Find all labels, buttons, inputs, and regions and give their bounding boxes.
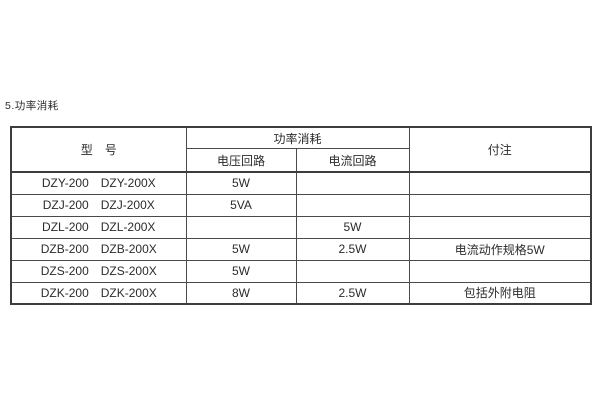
voltage-cell: 5VA xyxy=(185,193,297,217)
model-name: DZB-200 xyxy=(40,242,89,256)
current-cell: 5W xyxy=(295,215,410,239)
model-name-x: DZK-200X xyxy=(100,285,157,300)
model-pair: DZY-200 DZY-200X xyxy=(42,176,156,190)
model-name: DZS-200 xyxy=(40,264,89,278)
model-pair: DZJ-200 DZJ-200X xyxy=(43,198,155,212)
model-cell: DZS-200 DZS-200X xyxy=(10,259,187,283)
model-name-x: DZS-200X xyxy=(100,264,157,278)
table-header: 型 号 功率消耗 付注 电压回路 电流回路 xyxy=(10,126,592,173)
model-name-x: DZY-200X xyxy=(100,176,156,191)
header-row-top: 型 号 功率消耗 付注 xyxy=(10,126,592,173)
voltage-cell: 5W xyxy=(185,171,297,195)
table-row-dzs: DZS-200 DZS-200X 5W xyxy=(10,259,592,283)
current-cell: 2.5W xyxy=(295,281,410,305)
model-pair: DZS-200 DZS-200X xyxy=(41,264,157,278)
model-cell: DZK-200 DZK-200X xyxy=(10,281,187,305)
note-cell xyxy=(408,193,592,217)
voltage-cell: 8W xyxy=(185,281,297,305)
header-row-sub: 电压回路 电流回路 xyxy=(11,148,591,173)
col-header-current-circuit: 电流回路 xyxy=(295,148,410,173)
current-cell xyxy=(295,193,410,217)
model-name: DZJ-200 xyxy=(42,198,89,212)
table-row-dzl: DZL-200 DZL-200X 5W xyxy=(10,215,592,239)
note-cell: 包括外附电阻 xyxy=(408,281,592,305)
model-name: DZK-200 xyxy=(40,285,89,300)
note-cell xyxy=(408,259,592,283)
section-title: 5.功率消耗 xyxy=(5,100,59,112)
power-consumption-table: 型 号 功率消耗 付注 电压回路 电流回路 DZY-200 DZY-200X 5… xyxy=(10,126,593,305)
col-header-power-group: 功率消耗 xyxy=(185,126,410,149)
table-row-dzy: DZY-200 DZY-200X 5W xyxy=(10,171,592,195)
model-name: DZY-200 xyxy=(41,176,89,191)
model-pair: DZK-200 DZK-200X xyxy=(41,286,157,300)
current-cell xyxy=(295,171,410,195)
table-row-dzk: DZK-200 DZK-200X 8W 2.5W 包括外附电阻 xyxy=(10,281,592,305)
table-row-dzb: DZB-200 DZB-200X 5W 2.5W 电流动作规格5W xyxy=(10,237,592,261)
current-cell xyxy=(295,259,410,283)
voltage-cell xyxy=(185,215,297,239)
model-name-x: DZJ-200X xyxy=(100,198,155,212)
model-cell: DZJ-200 DZJ-200X xyxy=(10,193,187,217)
model-cell: DZL-200 DZL-200X xyxy=(10,215,187,239)
col-header-voltage-circuit: 电压回路 xyxy=(185,148,297,173)
note-cell xyxy=(408,171,592,195)
current-cell: 2.5W xyxy=(295,237,410,261)
model-cell: DZB-200 DZB-200X xyxy=(10,237,187,261)
note-cell: 电流动作规格5W xyxy=(408,237,592,261)
note-cell xyxy=(408,215,592,239)
model-pair: DZL-200 DZL-200X xyxy=(42,220,155,234)
voltage-cell: 5W xyxy=(185,237,297,261)
model-name: DZL-200 xyxy=(42,220,89,234)
table-row-dzj: DZJ-200 DZJ-200X 5VA xyxy=(10,193,592,217)
table-body: DZY-200 DZY-200X 5W DZJ-200 DZJ-200X 5VA xyxy=(10,171,592,305)
model-pair: DZB-200 DZB-200X xyxy=(41,242,157,256)
col-header-model: 型 号 xyxy=(10,126,187,173)
model-cell: DZY-200 DZY-200X xyxy=(10,171,187,195)
voltage-cell: 5W xyxy=(185,259,297,283)
model-name-x: DZL-200X xyxy=(100,220,156,234)
col-header-notes: 付注 xyxy=(408,126,592,173)
model-name-x: DZB-200X xyxy=(100,242,157,256)
